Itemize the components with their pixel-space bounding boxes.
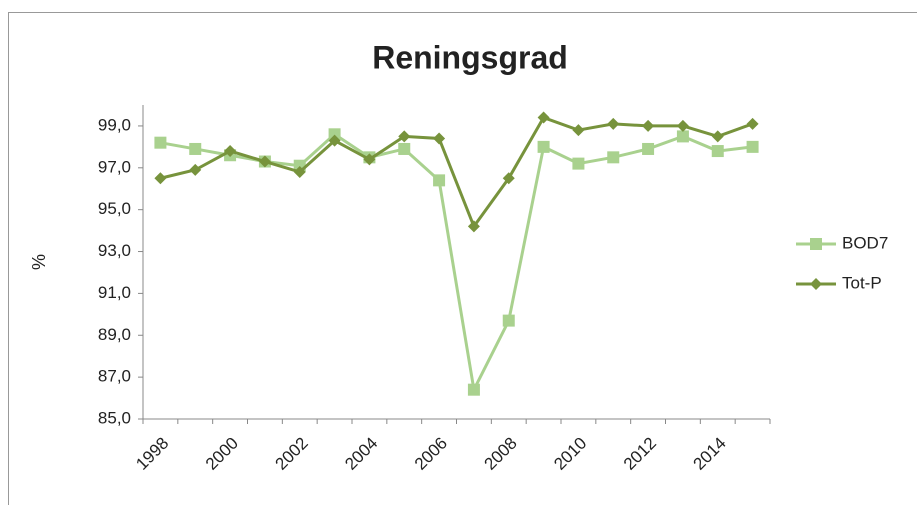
- marker: [572, 157, 585, 170]
- x-tick-label: 2012: [620, 434, 660, 474]
- marker: [328, 128, 341, 141]
- x-tick-label: 2008: [481, 434, 521, 474]
- marker: [398, 142, 411, 155]
- marker: [711, 145, 724, 158]
- y-tick-label: 85,0: [98, 408, 131, 427]
- marker: [363, 153, 376, 166]
- chart-title: Reningsgrad: [372, 39, 568, 75]
- marker: [711, 130, 724, 143]
- y-tick-label: 97,0: [98, 157, 131, 176]
- marker: [189, 163, 202, 176]
- x-tick-label: 2000: [202, 434, 242, 474]
- marker: [328, 134, 341, 147]
- marker: [258, 155, 271, 168]
- marker: [607, 151, 620, 164]
- x-tick-label: 2004: [341, 434, 381, 474]
- y-tick-label: 87,0: [98, 367, 131, 386]
- marker: [572, 124, 585, 137]
- chart-frame: [8, 12, 917, 505]
- marker: [607, 117, 620, 130]
- x-tick-label: 2002: [272, 434, 312, 474]
- marker: [537, 140, 550, 153]
- marker: [433, 132, 446, 145]
- y-tick-label: 99,0: [98, 115, 131, 134]
- marker: [398, 130, 411, 143]
- marker: [642, 142, 655, 155]
- x-tick-label: 2010: [550, 434, 590, 474]
- marker: [642, 119, 655, 132]
- legend-label: BOD7: [842, 233, 888, 252]
- marker: [433, 174, 446, 187]
- marker: [810, 238, 822, 250]
- y-tick-label: 89,0: [98, 325, 131, 344]
- marker: [810, 278, 822, 290]
- x-tick-label: 1998: [132, 434, 172, 474]
- series-line: [160, 115, 754, 230]
- x-tick-label: 2006: [411, 434, 451, 474]
- marker: [467, 220, 480, 233]
- marker: [502, 314, 515, 327]
- y-tick-label: 95,0: [98, 199, 131, 218]
- marker: [467, 383, 480, 396]
- marker: [224, 145, 237, 158]
- y-tick-label: 93,0: [98, 241, 131, 260]
- marker: [154, 172, 167, 185]
- marker: [676, 130, 689, 143]
- marker: [746, 140, 759, 153]
- marker: [293, 165, 306, 178]
- marker: [537, 111, 550, 124]
- marker: [154, 136, 167, 149]
- y-axis-label: %: [29, 254, 49, 270]
- marker: [676, 119, 689, 132]
- legend-label: Tot-P: [842, 273, 882, 292]
- y-tick-label: 91,0: [98, 283, 131, 302]
- marker: [189, 142, 202, 155]
- x-tick-label: 2014: [690, 434, 730, 474]
- series-line: [160, 132, 753, 395]
- marker: [746, 117, 759, 130]
- marker: [502, 172, 515, 185]
